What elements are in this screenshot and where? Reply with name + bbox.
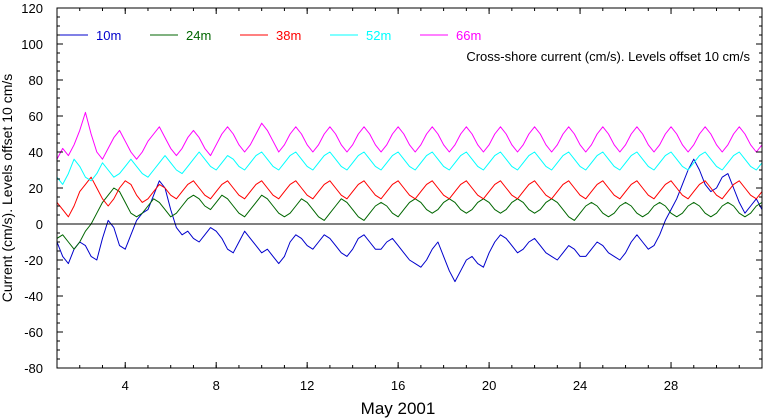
x-tick-label: 8 [213,378,220,393]
x-tick-label: 12 [300,378,314,393]
x-tick-label: 24 [573,378,587,393]
y-tick-label: 0 [36,217,43,232]
x-tick-labels: 4 8 12 16 20 24 28 [122,378,679,393]
series-line-10m [57,158,762,283]
legend-label-66m: 66m [456,28,481,43]
series-line-38m [57,176,762,218]
chart-annotation: Cross-shore current (cm/s). Levels offse… [466,49,750,64]
y-tick-label: -60 [24,325,43,340]
y-tick-labels: -80 -60 -40 -20 0 20 40 60 80 100 120 [21,1,43,376]
legend-label-24m: 24m [186,28,211,43]
y-tick-label: 60 [29,109,43,124]
y-tick-label: 120 [21,1,43,16]
x-axis-title: May 2001 [361,399,436,418]
y-axis-title: Current (cm/s). Levels offset 10 cm/s [0,74,15,302]
y-tick-label: -80 [24,361,43,376]
legend: 10m 24m 38m 52m 66m [60,28,481,43]
x-tick-label: 28 [664,378,678,393]
y-tick-label: 40 [29,145,43,160]
series-layer [57,111,762,283]
x-tick-label: 16 [391,378,405,393]
legend-label-52m: 52m [366,28,391,43]
legend-label-38m: 38m [276,28,301,43]
y-tick-label: -20 [24,253,43,268]
x-tick-label: 20 [482,378,496,393]
y-tick-label: 100 [21,37,43,52]
y-tick-label: 20 [29,181,43,196]
y-tick-label: -40 [24,289,43,304]
y-tick-label: 80 [29,73,43,88]
series-line-52m [57,151,762,185]
series-line-66m [57,111,762,160]
x-tick-label: 4 [122,378,129,393]
tick-marks [56,7,763,369]
series-line-24m [57,187,762,250]
legend-label-10m: 10m [96,28,121,43]
